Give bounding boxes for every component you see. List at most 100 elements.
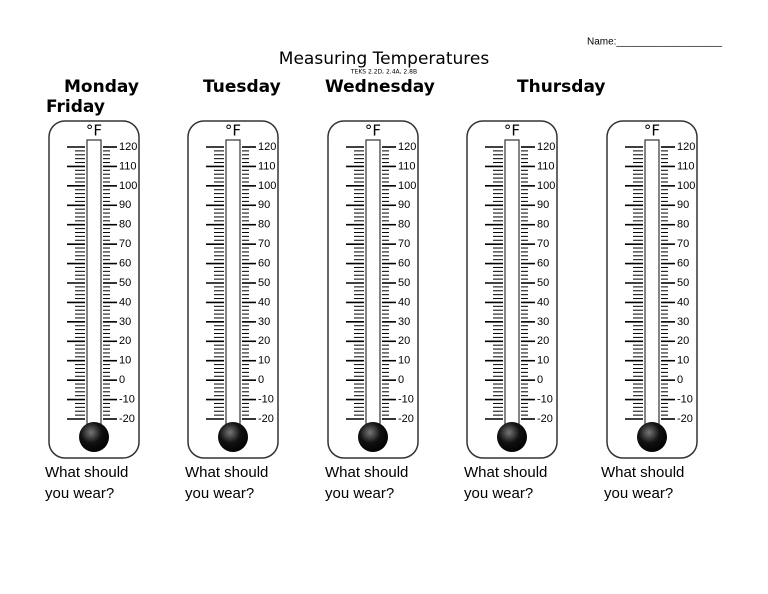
scale-label: 10: [537, 355, 549, 367]
scale-label: 80: [398, 219, 410, 231]
scale-label: 80: [258, 219, 270, 231]
prompt: you wear?: [325, 485, 394, 502]
bulb: [497, 422, 527, 452]
scale-label: 40: [677, 296, 689, 308]
unit-label: °F: [225, 122, 241, 140]
prompt: you wear?: [185, 485, 254, 502]
scale-label: 70: [537, 238, 549, 250]
scale-label: -10: [398, 393, 414, 405]
scale-label: -20: [119, 413, 135, 425]
scale-label: -10: [258, 393, 274, 405]
scale-label: 60: [677, 257, 689, 269]
scale-label: 0: [258, 374, 264, 386]
prompt: What should: [601, 464, 684, 481]
scale-label: -20: [677, 413, 693, 425]
scale-label: 20: [258, 335, 270, 347]
prompt: What should: [45, 464, 128, 481]
day-label: Tuesday: [203, 77, 281, 97]
prompt: you wear?: [45, 485, 114, 502]
scale-label: -10: [537, 393, 553, 405]
prompt: you wear?: [464, 485, 533, 502]
scale-label: 120: [398, 141, 416, 153]
scale-label: 30: [677, 316, 689, 328]
scale-label: 100: [398, 180, 416, 192]
scale-label: 20: [537, 335, 549, 347]
scale-label: 100: [119, 180, 137, 192]
scale-label: 10: [258, 355, 270, 367]
scale-label: 80: [119, 219, 131, 231]
scale-label: 50: [398, 277, 410, 289]
scale-label: 110: [677, 160, 695, 172]
scale-label: 100: [677, 180, 695, 192]
day-label: Monday: [64, 77, 139, 97]
scale-label: 60: [119, 257, 131, 269]
title: Measuring Temperatures: [279, 49, 490, 69]
scale-label: 120: [119, 141, 137, 153]
scale-label: 70: [677, 238, 689, 250]
scale-label: 50: [119, 277, 131, 289]
day-label: Thursday: [517, 77, 606, 97]
bulb: [218, 422, 248, 452]
prompt: What should: [325, 464, 408, 481]
scale-label: -20: [398, 413, 414, 425]
scale-label: 40: [258, 296, 270, 308]
scale-label: 70: [258, 238, 270, 250]
scale-label: 110: [398, 160, 416, 172]
scale-label: 0: [537, 374, 543, 386]
scale-label: 30: [398, 316, 410, 328]
scale-label: 120: [677, 141, 695, 153]
scale-label: 90: [677, 199, 689, 211]
scale-label: 20: [398, 335, 410, 347]
scale-label: 30: [258, 316, 270, 328]
scale-label: 30: [119, 316, 131, 328]
prompt: you wear?: [604, 485, 673, 502]
standards: TEKS 2.2D, 2.4A, 2.8B: [350, 69, 417, 76]
scale-label: 20: [677, 335, 689, 347]
scale-label: 0: [119, 374, 125, 386]
scale-label: 60: [398, 257, 410, 269]
scale-label: 80: [537, 219, 549, 231]
unit-label: °F: [86, 122, 102, 140]
scale-label: -10: [119, 393, 135, 405]
scale-label: 70: [398, 238, 410, 250]
unit-label: °F: [504, 122, 520, 140]
bulb: [79, 422, 109, 452]
scale-label: 60: [537, 257, 549, 269]
unit-label: °F: [644, 122, 660, 140]
scale-label: 30: [537, 316, 549, 328]
scale-label: 50: [537, 277, 549, 289]
scale-label: 40: [537, 296, 549, 308]
scale-label: 90: [258, 199, 270, 211]
scale-label: 110: [258, 160, 276, 172]
day-label: Friday: [46, 97, 105, 117]
scale-label: 90: [119, 199, 131, 211]
scale-label: 70: [119, 238, 131, 250]
scale-label: 110: [537, 160, 555, 172]
scale-label: 0: [677, 374, 683, 386]
bulb: [358, 422, 388, 452]
scale-label: -10: [677, 393, 693, 405]
tube: [504, 139, 520, 431]
scale-label: 110: [119, 160, 137, 172]
scale-label: 90: [398, 199, 410, 211]
tube: [86, 139, 102, 431]
scale-label: 10: [677, 355, 689, 367]
unit-label: °F: [365, 122, 381, 140]
scale-label: 120: [537, 141, 555, 153]
scale-label: 50: [258, 277, 270, 289]
scale-label: -20: [537, 413, 553, 425]
tube: [365, 139, 381, 431]
scale-label: 10: [398, 355, 410, 367]
scale-label: 0: [398, 374, 404, 386]
scale-label: 50: [677, 277, 689, 289]
scale-label: 100: [258, 180, 276, 192]
scale-label: 40: [398, 296, 410, 308]
prompt: What should: [464, 464, 547, 481]
scale-label: 80: [677, 219, 689, 231]
scale-label: 10: [119, 355, 131, 367]
scale-label: 20: [119, 335, 131, 347]
tube: [644, 139, 660, 431]
scale-label: 100: [537, 180, 555, 192]
